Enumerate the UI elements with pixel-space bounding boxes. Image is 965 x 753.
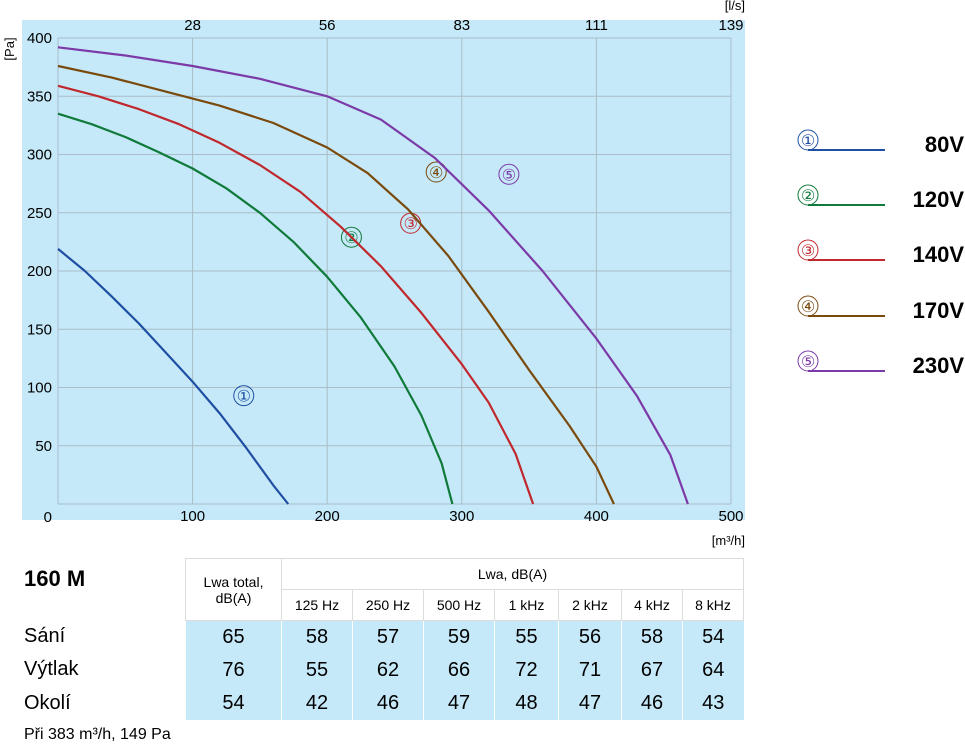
x-tick-label: 500 (718, 508, 743, 525)
value-cell: 62 (352, 654, 424, 687)
value-cell: 43 (682, 687, 744, 720)
value-cell: 48 (494, 687, 559, 720)
band-header-cell: 2 kHz (558, 589, 622, 621)
value-cell: 42 (281, 687, 353, 720)
total-cell: 76 (185, 654, 282, 687)
y-tick-label: 300 (27, 147, 52, 164)
legend-marker-label-3: ③ (801, 243, 815, 260)
x2-tick-label: 56 (319, 17, 336, 34)
x-tick-label: 300 (449, 508, 474, 525)
band-header-cell: 4 kHz (621, 589, 683, 621)
y-tick-label: 100 (27, 380, 52, 397)
value-cell: 55 (281, 654, 353, 687)
table-row: 65 58 57 59 55 56 58 54 (185, 620, 744, 654)
legend-label-2: 120V (913, 187, 965, 212)
series-marker-circle-1 (233, 385, 255, 407)
value-cell: 54 (682, 620, 744, 654)
band-header-cell: 1 kHz (494, 589, 559, 621)
value-cell: 58 (621, 620, 683, 654)
value-cell: 47 (423, 687, 495, 720)
band-header-cell: 8 kHz (682, 589, 744, 621)
series-line-4 (57, 64, 615, 505)
noise-table: Lwa total, dB(A) Lwa, dB(A) 125 Hz 250 H… (185, 558, 744, 720)
total-cell: 54 (185, 687, 282, 720)
y-tick-label-zero: 0 (44, 509, 52, 526)
value-cell: 58 (281, 620, 353, 654)
legend-marker-label-1: ① (801, 133, 815, 150)
table-row: 54 42 46 47 48 47 46 43 (185, 687, 744, 720)
model-name: 160 M (24, 566, 86, 591)
series-marker-circle-4 (425, 161, 447, 183)
value-cell: 46 (621, 687, 683, 720)
footnote: Při 383 m³/h, 149 Pa (24, 726, 171, 743)
series-marker-circle-2 (340, 226, 362, 248)
series-line-3 (57, 84, 535, 505)
total-cell: 65 (185, 620, 282, 654)
series-marker-label-4: ④ (429, 165, 443, 182)
y-tick-label: 150 (27, 321, 52, 338)
series-line-1 (57, 248, 290, 505)
band-header: Lwa, dB(A) (281, 558, 744, 590)
value-cell: 55 (494, 620, 559, 654)
value-cell: 47 (558, 687, 622, 720)
table-row: 76 55 62 66 72 71 67 64 (185, 654, 744, 687)
legend-marker-label-4: ④ (801, 299, 815, 316)
band-header-cell: 500 Hz (423, 589, 495, 621)
fan-performance-chart: 50 100 150 200 250 300 350 400 0 100 200 300 400 500 2… (2, 0, 965, 548)
y-tick-label: 200 (27, 263, 52, 280)
row-label-sani: Sání (24, 625, 66, 647)
legend-marker-label-2: ② (801, 188, 815, 205)
band-header-cell: 125 Hz (281, 589, 353, 621)
row-label-vytlak: Výtlak (24, 658, 79, 680)
value-cell: 59 (423, 620, 495, 654)
x-tick-label: 400 (584, 508, 609, 525)
value-cell: 57 (352, 620, 424, 654)
x2-tick-label: 83 (453, 17, 470, 34)
value-cell: 64 (682, 654, 744, 687)
x-axis-unit: [m³/h] (712, 533, 745, 548)
value-cell: 71 (558, 654, 622, 687)
value-cell: 72 (494, 654, 559, 687)
y-tick-label: 250 (27, 205, 52, 222)
value-cell: 46 (352, 687, 424, 720)
series-marker-label-1: ① (237, 389, 251, 406)
x2-axis-unit: [l/s] (725, 0, 745, 13)
series-marker-label-5: ⑤ (502, 167, 516, 184)
series-marker-label-3: ③ (403, 216, 417, 233)
y-axis-unit: [Pa] (2, 37, 17, 60)
legend-label-4: 170V (913, 298, 965, 323)
x2-tick-label: 139 (718, 17, 743, 34)
x2-tick-label: 28 (184, 17, 201, 34)
value-cell: 67 (621, 654, 683, 687)
total-header: Lwa total, dB(A) (185, 558, 282, 621)
x2-tick-label: 111 (585, 17, 608, 34)
legend-label-1: 80V (925, 132, 964, 157)
legend-label-3: 140V (913, 242, 965, 267)
y-tick-label: 400 (27, 30, 52, 47)
legend-label-5: 230V (913, 353, 965, 378)
row-label-okoli: Okolí (24, 692, 71, 714)
x-tick-label: 200 (315, 508, 340, 525)
value-cell: 56 (558, 620, 622, 654)
series-line-5 (57, 46, 689, 505)
value-cell: 66 (423, 654, 495, 687)
y-tick-label: 50 (35, 438, 52, 455)
series-line-2 (57, 112, 454, 505)
series-marker-circle-5 (498, 163, 520, 185)
legend-marker-label-5: ⑤ (801, 354, 815, 371)
band-header-cell: 250 Hz (352, 589, 424, 621)
y-tick-label: 350 (27, 88, 52, 105)
x-tick-label: 100 (180, 508, 205, 525)
